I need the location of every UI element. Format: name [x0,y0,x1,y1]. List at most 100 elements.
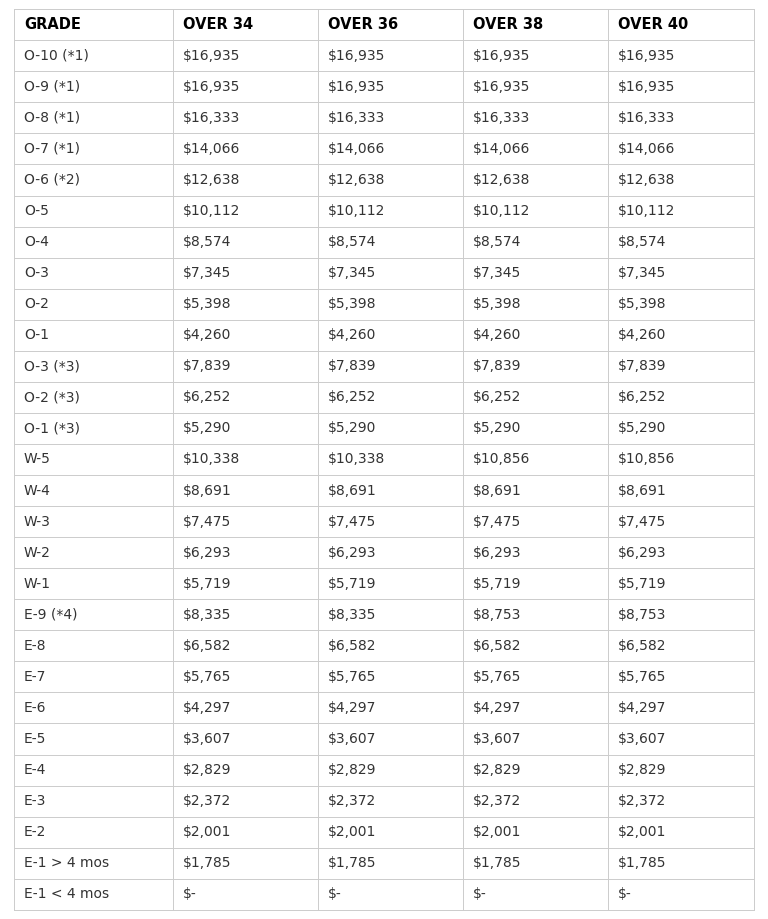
Text: $6,252: $6,252 [183,391,231,404]
Text: $5,290: $5,290 [473,422,521,436]
Bar [173,475,318,506]
Bar [463,102,608,133]
Text: $16,333: $16,333 [328,111,386,125]
Bar [318,817,463,847]
Bar [608,723,754,754]
Text: E-1 < 4 mos: E-1 < 4 mos [24,887,109,902]
Bar [608,475,754,506]
Text: $8,691: $8,691 [328,483,377,497]
Bar [14,289,173,320]
Bar [318,9,463,40]
Bar [173,165,318,196]
Bar [463,506,608,537]
Bar [318,847,463,879]
Bar [14,196,173,227]
Bar [463,786,608,817]
Text: $5,290: $5,290 [618,422,667,436]
Bar [14,351,173,382]
Bar [463,692,608,723]
Bar [173,413,318,444]
Text: $6,582: $6,582 [618,639,667,652]
Text: OVER 40: OVER 40 [618,17,689,32]
Text: W-2: W-2 [24,546,51,560]
Bar [318,537,463,568]
Text: $5,719: $5,719 [618,577,667,591]
Bar [318,630,463,662]
Text: O-3: O-3 [24,267,48,280]
Text: $7,839: $7,839 [328,359,376,373]
Bar [14,165,173,196]
Text: $6,252: $6,252 [328,391,376,404]
Bar [608,817,754,847]
Bar [14,102,173,133]
Bar [463,599,608,630]
Bar [318,475,463,506]
Bar [14,72,173,102]
Text: $16,333: $16,333 [473,111,531,125]
Bar [173,506,318,537]
Bar [608,196,754,227]
Bar [608,537,754,568]
Text: $7,839: $7,839 [183,359,231,373]
Bar [318,196,463,227]
Text: $7,475: $7,475 [183,515,231,528]
Text: $7,345: $7,345 [328,267,376,280]
Bar [173,102,318,133]
Text: $8,335: $8,335 [328,607,376,622]
Text: $2,829: $2,829 [618,763,667,777]
Bar [14,723,173,754]
Text: $7,345: $7,345 [183,267,231,280]
Bar [173,754,318,786]
Bar [318,227,463,257]
Bar [14,257,173,289]
Bar [463,320,608,351]
Text: $2,829: $2,829 [183,763,231,777]
Bar [463,257,608,289]
Bar [608,165,754,196]
Text: $5,765: $5,765 [618,670,667,684]
Text: $5,765: $5,765 [473,670,521,684]
Bar [463,382,608,413]
Bar [173,599,318,630]
Text: $2,001: $2,001 [328,825,376,839]
Bar [14,847,173,879]
Bar [463,817,608,847]
Text: $14,066: $14,066 [183,142,240,156]
Bar [318,382,463,413]
Bar [318,754,463,786]
Text: $4,297: $4,297 [618,701,667,715]
Bar [608,599,754,630]
Text: W-5: W-5 [24,452,51,467]
Bar [608,413,754,444]
Bar [173,662,318,692]
Text: $10,338: $10,338 [183,452,240,467]
Text: $3,607: $3,607 [183,732,231,746]
Bar [318,413,463,444]
Text: $2,829: $2,829 [473,763,521,777]
Text: $4,260: $4,260 [618,328,667,342]
Bar [14,537,173,568]
Text: $12,638: $12,638 [328,173,386,187]
Text: $5,290: $5,290 [183,422,231,436]
Bar [14,444,173,475]
Bar [463,662,608,692]
Text: E-6: E-6 [24,701,46,715]
Text: $5,719: $5,719 [328,577,376,591]
Bar [318,662,463,692]
Bar [173,257,318,289]
Bar [173,320,318,351]
Text: O-6 (*2): O-6 (*2) [24,173,80,187]
Bar [608,506,754,537]
Text: $8,753: $8,753 [618,607,667,622]
Bar [608,754,754,786]
Text: $4,297: $4,297 [328,701,376,715]
Bar [318,506,463,537]
Text: $8,691: $8,691 [473,483,522,497]
Bar [463,227,608,257]
Bar [318,351,463,382]
Text: $3,607: $3,607 [618,732,667,746]
Bar [173,630,318,662]
Text: $6,293: $6,293 [473,546,521,560]
Text: $6,252: $6,252 [473,391,521,404]
Text: $4,260: $4,260 [473,328,521,342]
